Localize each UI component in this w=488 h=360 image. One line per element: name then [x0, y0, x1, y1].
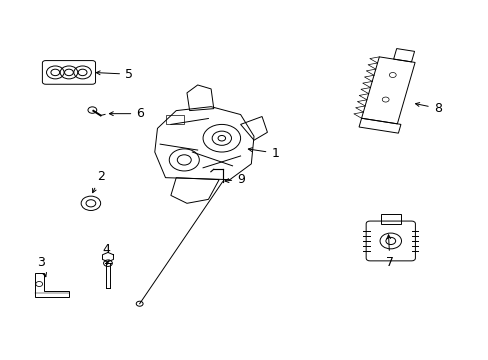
Text: 4: 4	[102, 243, 110, 264]
Text: 6: 6	[109, 107, 144, 120]
Text: 1: 1	[248, 147, 279, 159]
Text: 3: 3	[37, 256, 46, 277]
Text: 2: 2	[92, 170, 104, 193]
Text: 5: 5	[96, 68, 133, 81]
Text: 9: 9	[224, 173, 244, 186]
Text: 8: 8	[415, 102, 441, 115]
Text: 7: 7	[385, 235, 393, 269]
Bar	[380, 214, 400, 224]
Bar	[165, 114, 184, 125]
